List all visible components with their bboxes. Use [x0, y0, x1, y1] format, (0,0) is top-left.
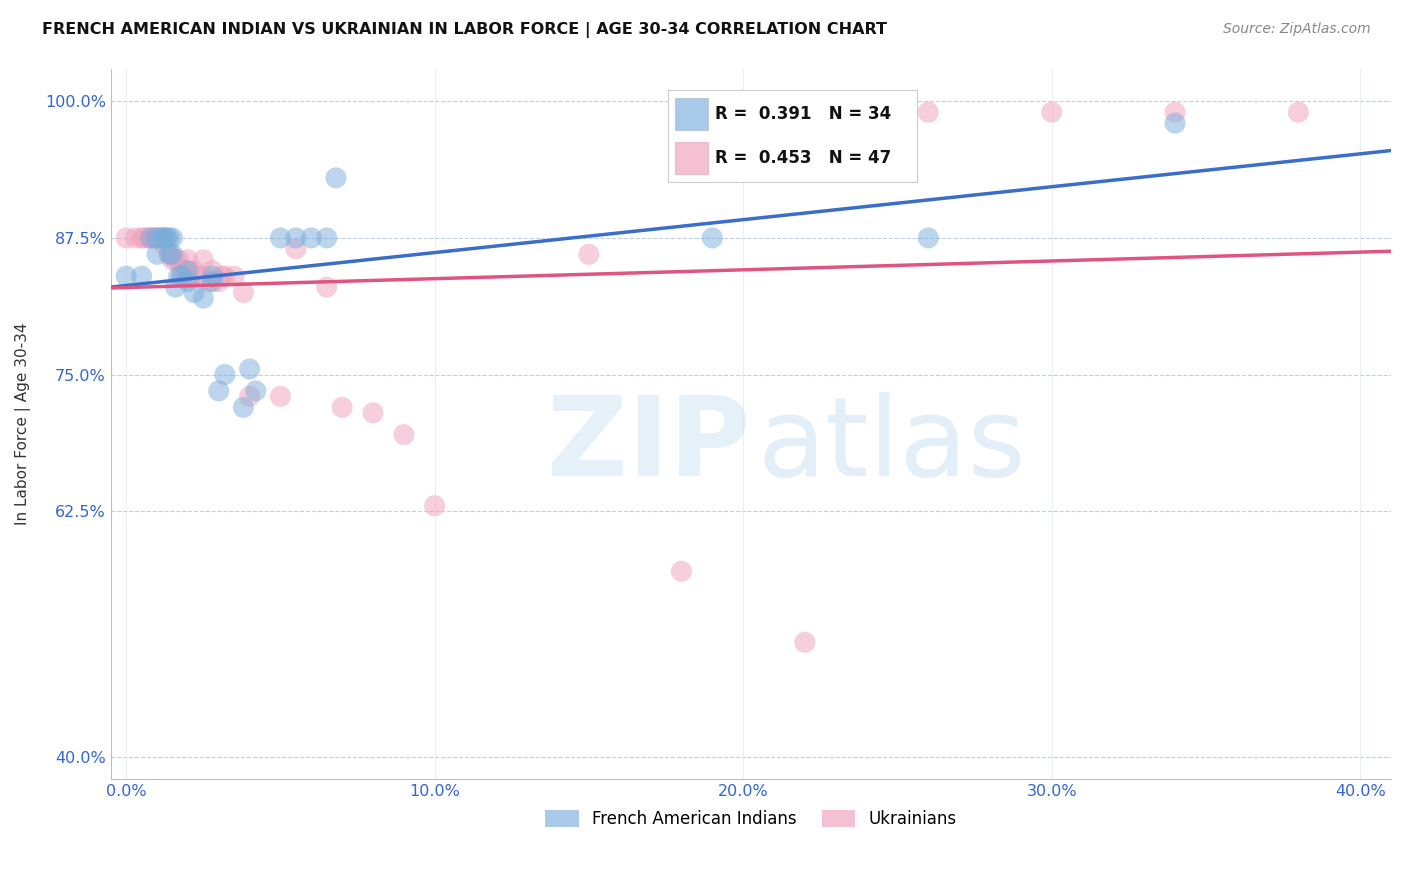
Point	[167, 252, 190, 267]
Point	[201, 263, 224, 277]
Point	[232, 285, 254, 300]
Point	[157, 231, 180, 245]
Point	[239, 389, 262, 403]
Y-axis label: In Labor Force | Age 30-34: In Labor Force | Age 30-34	[15, 323, 31, 525]
Point	[330, 401, 353, 415]
Point	[131, 269, 153, 284]
Point	[198, 275, 221, 289]
Point	[162, 252, 184, 267]
Point	[155, 231, 177, 245]
Point	[157, 247, 180, 261]
Point	[183, 285, 205, 300]
Point	[177, 263, 200, 277]
Point	[671, 564, 693, 578]
Point	[269, 231, 291, 245]
Point	[245, 384, 267, 398]
Point	[299, 231, 322, 245]
Point	[1288, 105, 1310, 120]
Point	[284, 231, 307, 245]
Point	[165, 252, 187, 267]
Point	[211, 269, 233, 284]
Point	[142, 231, 165, 245]
Point	[214, 368, 236, 382]
Point	[167, 269, 190, 284]
Point	[183, 263, 205, 277]
Point	[1164, 116, 1187, 130]
Point	[115, 231, 138, 245]
Point	[146, 231, 169, 245]
Point	[139, 231, 162, 245]
Point	[578, 247, 600, 261]
Point	[134, 231, 156, 245]
Legend: French American Indians, Ukrainians: French American Indians, Ukrainians	[538, 803, 963, 835]
Point	[214, 269, 236, 284]
Point	[1164, 105, 1187, 120]
Point	[136, 231, 159, 245]
Point	[224, 269, 246, 284]
Point	[325, 170, 347, 185]
Point	[917, 231, 939, 245]
Point	[173, 263, 195, 277]
Point	[193, 269, 215, 284]
Point	[131, 231, 153, 245]
Point	[208, 384, 231, 398]
Point	[146, 231, 169, 245]
Point	[201, 275, 224, 289]
Point	[177, 269, 200, 284]
Point	[702, 231, 724, 245]
Point	[793, 635, 815, 649]
Point	[232, 401, 254, 415]
Point	[315, 280, 337, 294]
Point	[284, 242, 307, 256]
Point	[423, 499, 446, 513]
Point	[162, 247, 184, 261]
Point	[177, 252, 200, 267]
Point	[392, 427, 415, 442]
Point	[186, 269, 208, 284]
Point	[146, 247, 169, 261]
Point	[149, 231, 172, 245]
Point	[193, 252, 215, 267]
Point	[146, 231, 169, 245]
Point	[157, 247, 180, 261]
Point	[315, 231, 337, 245]
Text: FRENCH AMERICAN INDIAN VS UKRAINIAN IN LABOR FORCE | AGE 30-34 CORRELATION CHART: FRENCH AMERICAN INDIAN VS UKRAINIAN IN L…	[42, 22, 887, 38]
Point	[170, 269, 193, 284]
Point	[361, 406, 384, 420]
Point	[208, 275, 231, 289]
Point	[124, 231, 146, 245]
Text: atlas: atlas	[758, 392, 1026, 499]
Point	[152, 231, 174, 245]
Point	[115, 269, 138, 284]
Point	[917, 105, 939, 120]
Point	[269, 389, 291, 403]
Point	[193, 291, 215, 305]
Point	[177, 275, 200, 289]
Point	[170, 263, 193, 277]
Point	[1040, 105, 1063, 120]
Point	[155, 231, 177, 245]
Point	[139, 231, 162, 245]
Point	[239, 362, 262, 376]
Point	[152, 236, 174, 251]
Text: Source: ZipAtlas.com: Source: ZipAtlas.com	[1223, 22, 1371, 37]
Text: ZIP: ZIP	[547, 392, 751, 499]
Point	[201, 269, 224, 284]
Point	[152, 231, 174, 245]
Point	[152, 231, 174, 245]
Point	[165, 280, 187, 294]
Point	[162, 231, 184, 245]
